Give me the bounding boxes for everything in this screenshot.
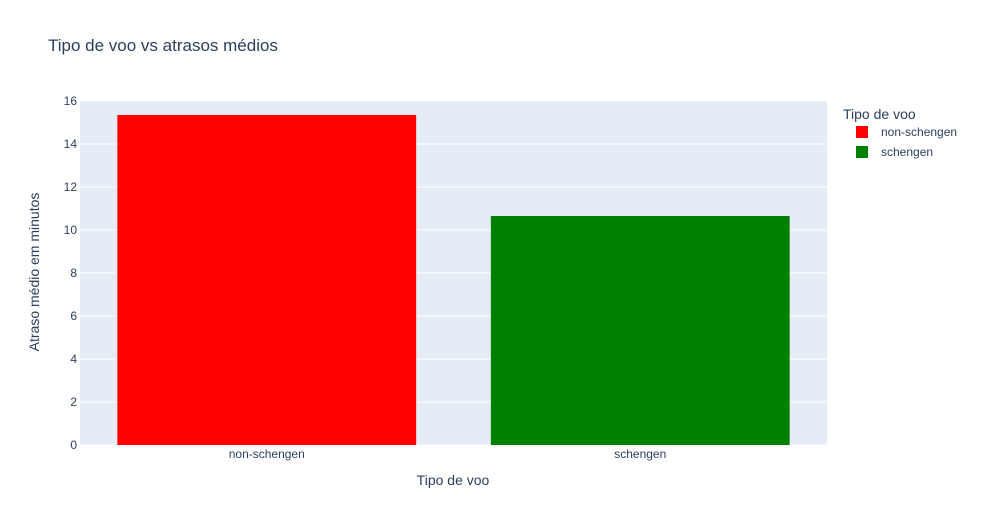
y-tick-label: 14 (64, 137, 78, 151)
chart-title: Tipo de voo vs atrasos médios (48, 36, 278, 55)
legend-label: non-schengen (881, 125, 957, 139)
x-tick-label: non-schengen (229, 447, 305, 461)
legend-label: schengen (881, 145, 933, 159)
y-tick-label: 4 (70, 352, 77, 366)
x-axis-title: Tipo de voo (417, 472, 490, 488)
y-axis-title: Atraso médio em minutos (26, 193, 42, 352)
y-tick-label: 12 (64, 180, 78, 194)
y-tick-label: 2 (70, 395, 77, 409)
bar-schengen[interactable] (490, 216, 790, 445)
y-tick-label: 16 (64, 94, 78, 108)
x-tick-label: schengen (614, 447, 666, 461)
legend-item-schengen[interactable]: schengen (856, 145, 933, 159)
bar-non-schengen[interactable] (117, 114, 417, 445)
y-tick-label: 10 (64, 223, 78, 237)
legend-item-non-schengen[interactable]: non-schengen (856, 125, 957, 139)
legend-swatch (856, 126, 868, 138)
bars (117, 114, 790, 445)
legend[interactable]: Tipo de voo non-schengen schengen (843, 106, 957, 159)
legend-swatch (856, 146, 868, 158)
y-tick-label: 8 (70, 266, 77, 280)
y-axis-ticks: 0 2 4 6 8 10 12 14 16 (64, 94, 78, 452)
x-axis-ticks: non-schengen schengen (229, 447, 667, 461)
y-tick-label: 6 (70, 309, 77, 323)
legend-title: Tipo de voo (843, 106, 916, 122)
y-tick-label: 0 (70, 438, 77, 452)
